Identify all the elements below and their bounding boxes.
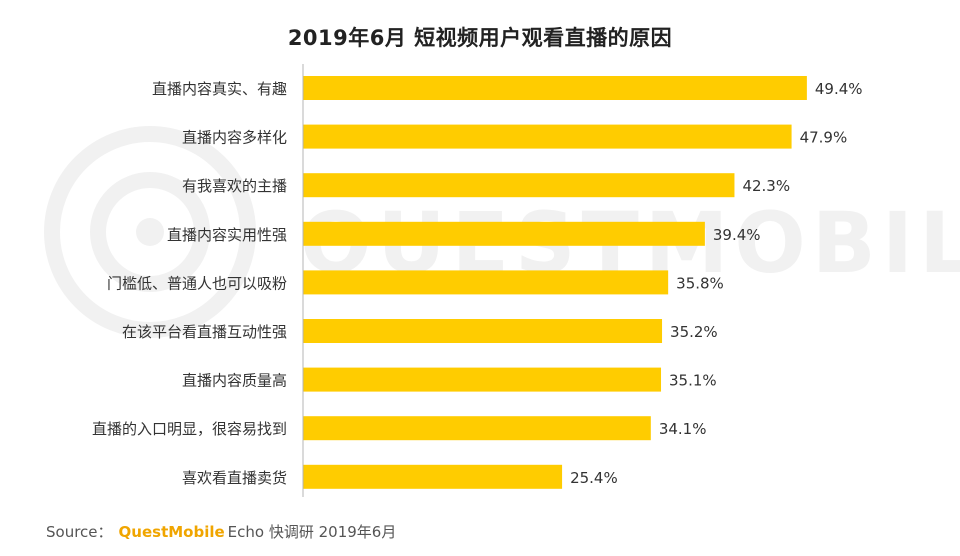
source-brand: QuestMobile — [118, 523, 225, 541]
bar — [303, 76, 807, 100]
source-label: Source： — [46, 523, 113, 541]
value-label: 35.2% — [670, 323, 718, 341]
category-label: 直播内容真实、有趣 — [152, 80, 287, 98]
value-label: 49.4% — [815, 80, 863, 98]
category-label: 直播内容实用性强 — [167, 226, 287, 244]
source-note: Source： QuestMobile Echo 快调研 2019年6月 — [46, 521, 396, 542]
category-label: 在该平台看直播互动性强 — [122, 323, 287, 341]
value-label: 47.9% — [800, 129, 848, 147]
bar — [303, 173, 735, 198]
category-label: 有我喜欢的主播 — [182, 177, 287, 195]
category-label: 喜欢看直播卖货 — [182, 469, 287, 487]
category-label: 门槛低、普通人也可以吸粉 — [107, 274, 287, 292]
category-label: 直播的入口明显，很容易找到 — [92, 420, 287, 438]
bar — [303, 367, 662, 392]
value-label: 35.1% — [669, 372, 717, 390]
value-label: 34.1% — [659, 420, 707, 438]
category-label: 直播内容多样化 — [182, 129, 287, 147]
bar — [303, 270, 669, 295]
category-label: 直播内容质量高 — [182, 372, 287, 390]
value-label: 35.8% — [676, 274, 724, 292]
value-label: 39.4% — [713, 226, 761, 244]
bar — [303, 124, 792, 149]
bar — [303, 464, 563, 489]
bar — [303, 416, 651, 441]
chart-title: 2019年6月 短视频用户观看直播的原因 — [287, 26, 673, 50]
source-detail: Echo 快调研 2019年6月 — [227, 523, 397, 541]
bar — [303, 221, 705, 246]
bar — [303, 319, 663, 343]
value-label: 25.4% — [570, 469, 618, 487]
value-label: 42.3% — [742, 177, 790, 195]
